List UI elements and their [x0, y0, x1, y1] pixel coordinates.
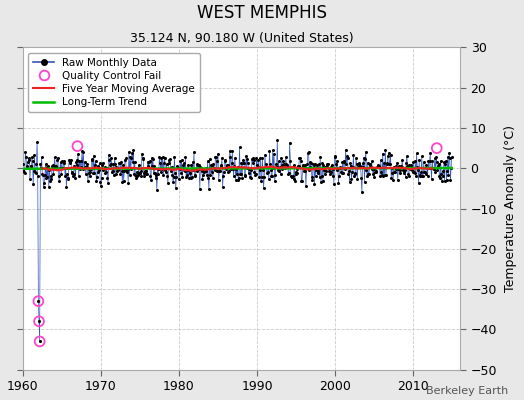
Title: 35.124 N, 90.180 W (United States): 35.124 N, 90.180 W (United States) [129, 32, 353, 45]
Point [73, 143, 82, 149]
Point [34, 298, 42, 304]
Y-axis label: Temperature Anomaly (°C): Temperature Anomaly (°C) [504, 125, 517, 292]
Legend: Raw Monthly Data, Quality Control Fail, Five Year Moving Average, Long-Term Tren: Raw Monthly Data, Quality Control Fail, … [28, 53, 200, 112]
Text: WEST MEMPHIS: WEST MEMPHIS [197, 4, 327, 22]
Point [433, 145, 441, 151]
Point [36, 338, 44, 345]
Point [35, 318, 43, 324]
Text: Berkeley Earth: Berkeley Earth [426, 386, 508, 396]
